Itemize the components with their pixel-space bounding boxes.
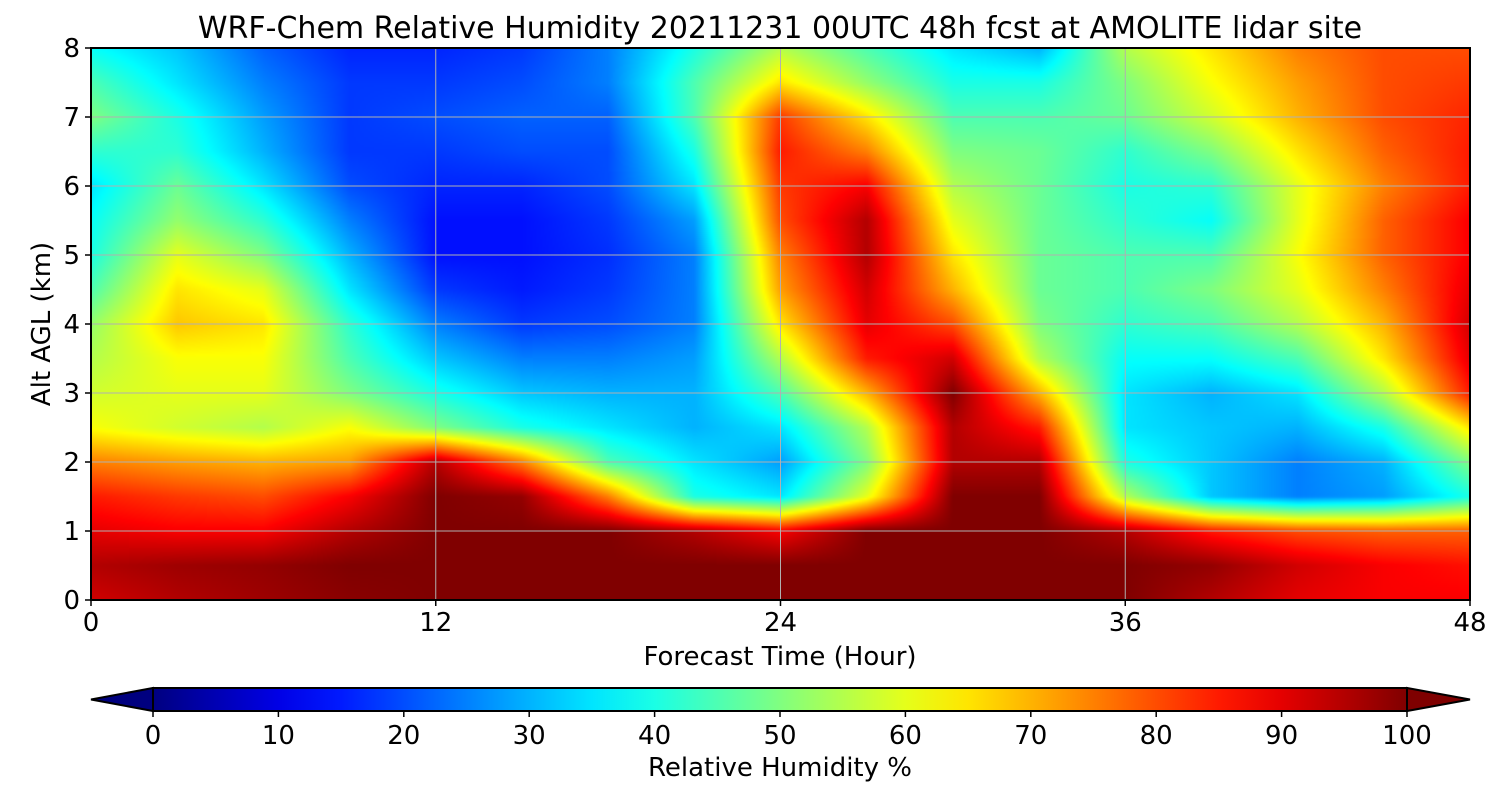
x-axis-ticks: 0 12 24 36 48 [83,600,1487,638]
colorbar-tick-label: 30 [513,721,546,751]
y-tick-label: 3 [63,379,80,409]
colorbar-tick-label: 40 [638,721,671,751]
colorbar-label: Relative Humidity % [648,753,912,783]
colorbar-tick-label: 60 [889,721,922,751]
colorbar-tick-label: 80 [1140,721,1173,751]
colorbar-tick-label: 100 [1382,721,1432,751]
y-tick-label: 0 [63,586,80,616]
y-tick-label: 2 [63,448,80,478]
y-axis-ticks: 0 1 2 3 4 5 6 7 8 [63,34,91,616]
y-tick-label: 5 [63,241,80,271]
x-tick-label: 0 [83,608,100,638]
x-tick-label: 48 [1453,608,1486,638]
colorbar-tick-label: 90 [1265,721,1298,751]
x-tick-label: 24 [764,608,797,638]
y-axis-label: Alt AGL (km) [27,242,57,406]
x-tick-label: 12 [419,608,452,638]
colorbar-ticks: 0 10 20 30 40 50 60 70 80 90 100 [145,711,1432,751]
colorbar-tick-label: 20 [387,721,420,751]
colorbar-gradient [152,687,1408,712]
colorbar-extend-high [1406,686,1471,713]
colorbar-extend-low [90,686,154,713]
y-tick-label: 8 [63,34,80,64]
colorbar: 0 10 20 30 40 50 60 70 80 90 100 Relative Humidity… [90,686,1471,783]
y-tick-label: 1 [63,517,80,547]
y-tick-label: 7 [63,103,80,133]
y-tick-label: 6 [63,172,80,202]
x-tick-label: 36 [1109,608,1142,638]
colorbar-tick-label: 50 [763,721,796,751]
chart-title: WRF-Chem Relative Humidity 20211231 00UT… [198,11,1362,46]
colorbar-tick-label: 0 [145,721,162,751]
x-axis-label: Forecast Time (Hour) [643,642,916,672]
colorbar-tick-label: 10 [262,721,295,751]
colorbar-tick-label: 70 [1014,721,1047,751]
y-tick-label: 4 [63,310,80,340]
